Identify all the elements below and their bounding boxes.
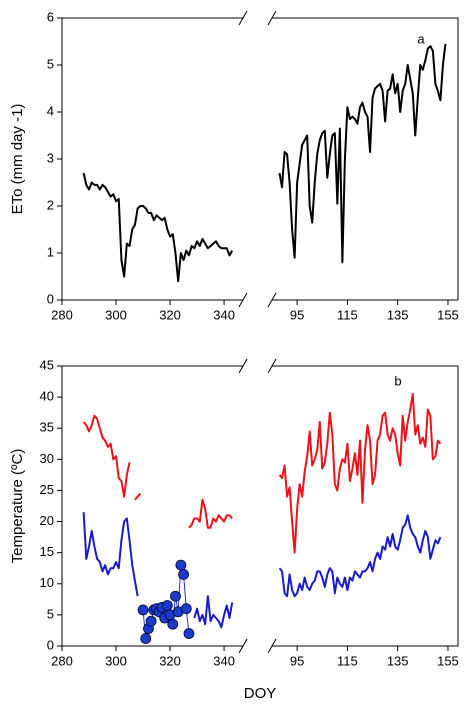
y-tick-label: 0 <box>47 637 54 652</box>
data-point <box>161 600 173 611</box>
data-point <box>137 604 149 616</box>
x-tick-label: 135 <box>387 307 409 322</box>
series-line <box>82 512 139 597</box>
axis-break <box>267 292 277 308</box>
data-point <box>180 603 192 615</box>
x-tick-label: 155 <box>437 653 459 668</box>
y-tick-label: 35 <box>40 420 54 435</box>
y-tick-label: 40 <box>40 389 54 404</box>
x-tick-label: 280 <box>51 307 73 322</box>
x-tick-label: 135 <box>387 653 409 668</box>
axis-break <box>238 358 248 374</box>
x-tick-label: 320 <box>159 653 181 668</box>
x-tick-label: 155 <box>437 307 459 322</box>
y-tick-label: 4 <box>47 103 54 118</box>
y-tick-label: 3 <box>47 150 54 165</box>
y-tick-label: 2 <box>47 197 54 212</box>
series-line <box>278 43 447 264</box>
data-point <box>178 569 189 580</box>
annotation: b <box>394 373 401 388</box>
data-point <box>170 590 181 602</box>
axis-break <box>238 292 248 308</box>
x-tick-label: 95 <box>290 653 304 668</box>
series-line <box>278 514 442 598</box>
data-point <box>140 633 152 644</box>
data-point <box>167 618 179 630</box>
y-tick-label: 0 <box>47 291 54 306</box>
y-axis-label: Temperature (ºC) <box>9 449 26 564</box>
data-point <box>175 559 187 571</box>
axis-break <box>238 10 248 26</box>
x-tick-label: 115 <box>337 653 358 668</box>
y-tick-label: 6 <box>47 9 54 24</box>
axis-break <box>267 10 277 26</box>
axis-break <box>238 638 248 654</box>
x-tick-label: 115 <box>337 307 358 322</box>
axis-break <box>267 358 277 374</box>
annotation: a <box>417 31 425 46</box>
y-tick-label: 5 <box>47 606 54 621</box>
x-tick-label: 320 <box>159 307 181 322</box>
x-tick-label: 340 <box>213 653 235 668</box>
series-line <box>82 172 234 283</box>
x-axis-label: DOY <box>244 685 277 702</box>
y-tick-label: 20 <box>40 513 54 528</box>
y-tick-label: 1 <box>47 244 54 259</box>
series-line <box>82 414 142 501</box>
x-tick-label: 300 <box>105 307 127 322</box>
y-tick-label: 15 <box>40 544 54 559</box>
y-tick-label: 30 <box>40 451 54 466</box>
series-line <box>188 498 233 529</box>
y-tick-label: 25 <box>40 482 54 497</box>
series-line <box>193 595 234 629</box>
x-tick-label: 280 <box>51 653 73 668</box>
y-axis-label: ETo (mm day -1) <box>9 104 26 215</box>
x-tick-label: 95 <box>290 307 304 322</box>
axis-break <box>267 638 277 654</box>
data-point <box>183 628 195 639</box>
x-tick-label: 300 <box>105 653 127 668</box>
y-tick-label: 5 <box>47 56 54 71</box>
data-point <box>145 615 157 627</box>
x-tick-label: 340 <box>213 307 235 322</box>
y-tick-label: 10 <box>40 575 54 590</box>
series-line <box>278 393 442 554</box>
y-tick-label: 45 <box>40 357 54 372</box>
